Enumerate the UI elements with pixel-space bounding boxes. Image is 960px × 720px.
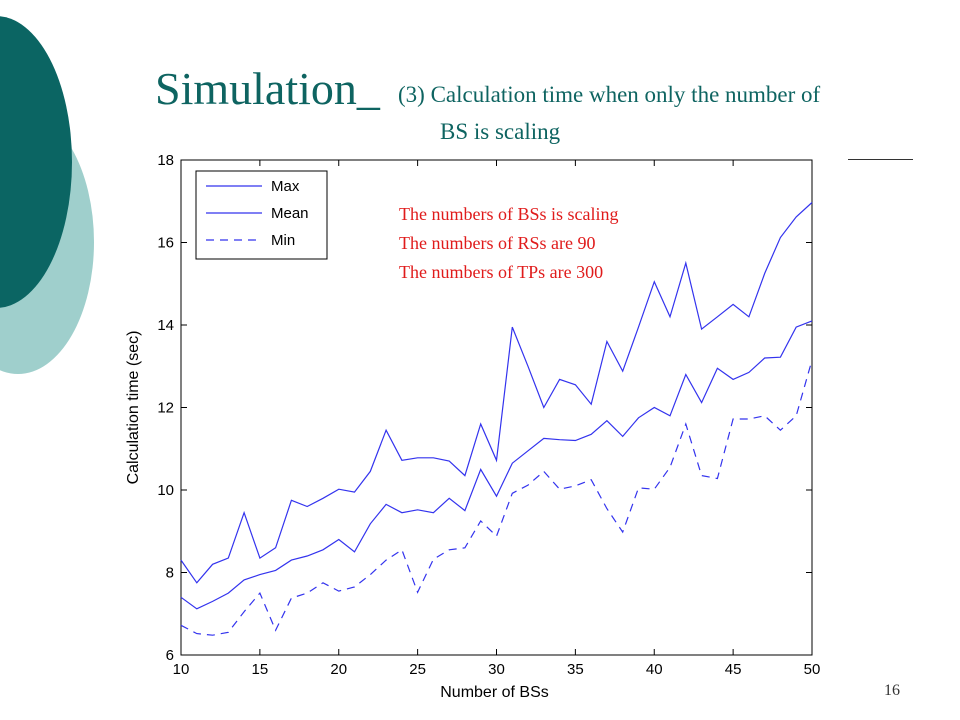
legend-label-mean: Mean bbox=[271, 205, 309, 222]
slide-decoration bbox=[0, 16, 94, 374]
series-line-min bbox=[180, 359, 813, 636]
x-axis-label: Number of BSs bbox=[440, 684, 548, 701]
decor-circle-dark bbox=[0, 16, 72, 308]
x-tick-label: 50 bbox=[804, 661, 821, 678]
x-tick-label: 45 bbox=[725, 661, 742, 678]
chart-annotation: The numbers of BSs is scaling bbox=[399, 204, 618, 224]
page-number: 16 bbox=[884, 682, 900, 699]
x-tick-label: 20 bbox=[330, 661, 347, 678]
chart-annotation: The numbers of RSs are 90 bbox=[399, 233, 595, 253]
x-tick-label: 35 bbox=[567, 661, 584, 678]
x-tick-label: 40 bbox=[646, 661, 663, 678]
slide-subtitle-line2: BS is scaling bbox=[440, 119, 561, 144]
y-tick-label: 6 bbox=[166, 647, 174, 664]
y-axis-label: Calculation time (sec) bbox=[125, 331, 142, 485]
y-tick-label: 10 bbox=[157, 482, 174, 499]
slide-subtitle-line1: (3) Calculation time when only the numbe… bbox=[398, 82, 821, 107]
legend-label-max: Max bbox=[271, 178, 300, 195]
y-tick-label: 18 bbox=[157, 152, 174, 169]
y-tick-label: 12 bbox=[157, 400, 174, 417]
x-tick-label: 30 bbox=[488, 661, 505, 678]
y-tick-label: 14 bbox=[157, 317, 174, 334]
y-tick-label: 16 bbox=[157, 235, 174, 252]
x-tick-label: 25 bbox=[409, 661, 426, 678]
series-line-max bbox=[180, 202, 813, 584]
title-underline bbox=[848, 159, 913, 160]
series-line-mean bbox=[180, 320, 813, 610]
chart-annotation: The numbers of TPs are 300 bbox=[399, 262, 603, 282]
slide-title: Simulation_ bbox=[155, 63, 380, 114]
x-tick-label: 15 bbox=[252, 661, 269, 678]
legend-label-min: Min bbox=[271, 232, 295, 249]
x-tick-label: 10 bbox=[173, 661, 190, 678]
y-tick-label: 8 bbox=[166, 565, 174, 582]
